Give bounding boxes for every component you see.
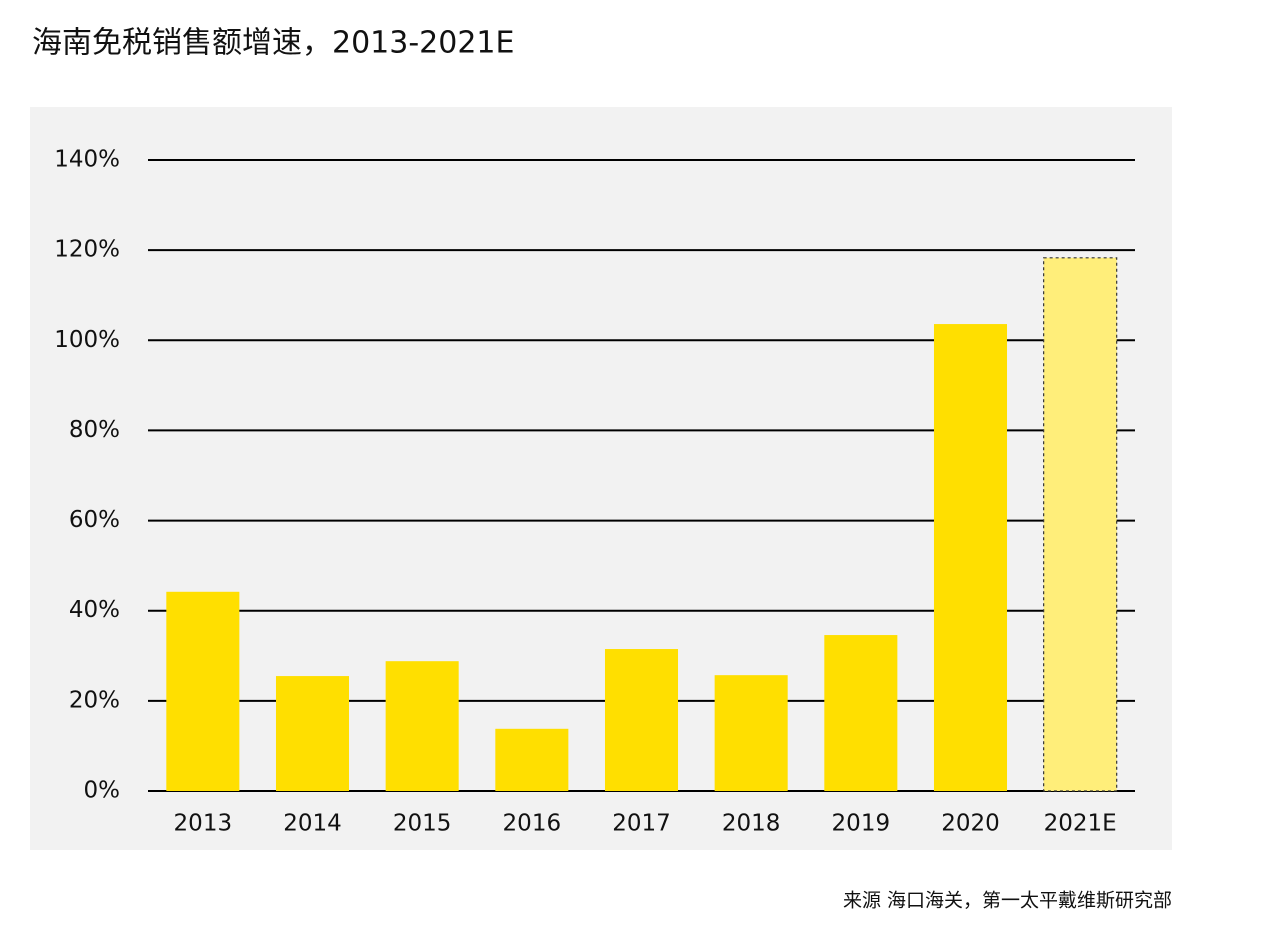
x-tick-label: 2020 bbox=[941, 811, 1000, 837]
y-tick-label: 80% bbox=[69, 417, 120, 443]
bar bbox=[824, 635, 898, 791]
y-tick-label: 60% bbox=[69, 507, 120, 533]
bar bbox=[933, 324, 1008, 791]
x-tick-label: 2017 bbox=[612, 811, 671, 837]
x-tick-label: 2013 bbox=[174, 811, 233, 837]
x-tick-label: 2021E bbox=[1044, 811, 1117, 837]
y-tick-label: 120% bbox=[54, 237, 120, 263]
bar bbox=[1043, 257, 1118, 792]
bar bbox=[604, 649, 679, 791]
chart-title: 海南免税销售额增速，2013-2021E bbox=[32, 26, 514, 61]
bar bbox=[275, 676, 350, 791]
bar bbox=[495, 728, 569, 791]
source-note: 来源 海口海关，第一太平戴维斯研究部 bbox=[843, 890, 1172, 912]
y-tick-label: 40% bbox=[69, 597, 120, 623]
x-tick-label: 2019 bbox=[832, 811, 891, 837]
y-tick-label: 0% bbox=[84, 778, 121, 804]
x-tick-label: 2016 bbox=[503, 811, 562, 837]
x-tick-label: 2018 bbox=[722, 811, 781, 837]
y-tick-label: 100% bbox=[54, 327, 120, 353]
bar bbox=[385, 661, 459, 791]
y-tick-label: 140% bbox=[54, 147, 120, 173]
x-tick-label: 2015 bbox=[393, 811, 452, 837]
y-tick-label: 20% bbox=[69, 687, 120, 713]
bar bbox=[714, 675, 788, 791]
x-tick-label: 2014 bbox=[283, 811, 342, 837]
bar bbox=[166, 591, 240, 791]
